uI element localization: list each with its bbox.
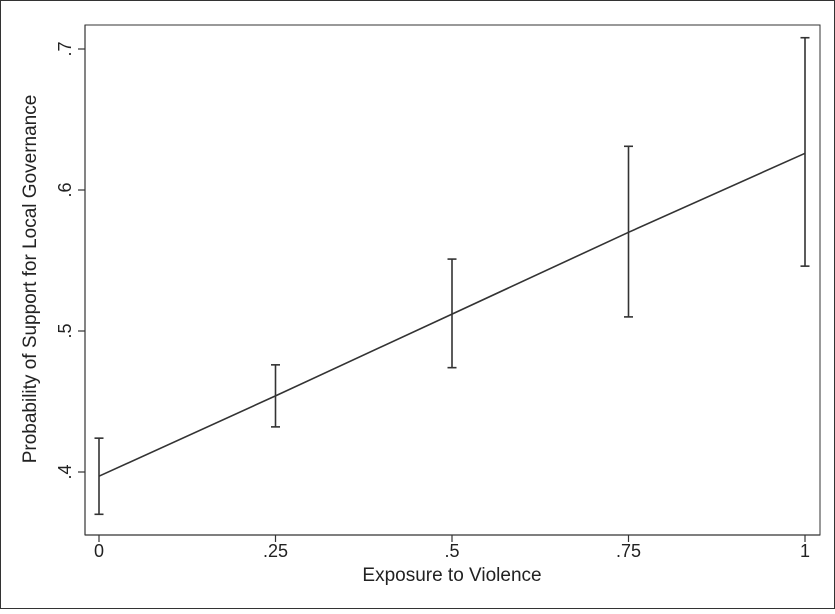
x-tick-label: .25: [263, 541, 288, 561]
x-tick-label: .5: [444, 541, 459, 561]
y-tick-label: .6: [55, 182, 75, 197]
error-bar: [447, 258, 457, 369]
y-tick-label: .7: [55, 41, 75, 56]
y-tick-label: .4: [55, 464, 75, 479]
y-axis: .4 .5 .6 .7: [55, 25, 86, 535]
error-bar: [624, 145, 633, 318]
error-bar: [271, 364, 280, 428]
y-axis-title: Probability of Support for Local Governa…: [20, 95, 41, 464]
x-tick-label: 0: [94, 541, 104, 561]
error-bar: [94, 437, 104, 516]
x-tick-label: 1: [800, 541, 810, 561]
x-axis-title: Exposure to Violence: [362, 565, 541, 586]
error-bar: [800, 36, 810, 267]
x-axis: 0 .25 .5 .75 1: [85, 534, 820, 561]
series-layer: [94, 36, 810, 516]
y-tick-label: .5: [55, 323, 75, 338]
x-tick-label: .75: [616, 541, 641, 561]
